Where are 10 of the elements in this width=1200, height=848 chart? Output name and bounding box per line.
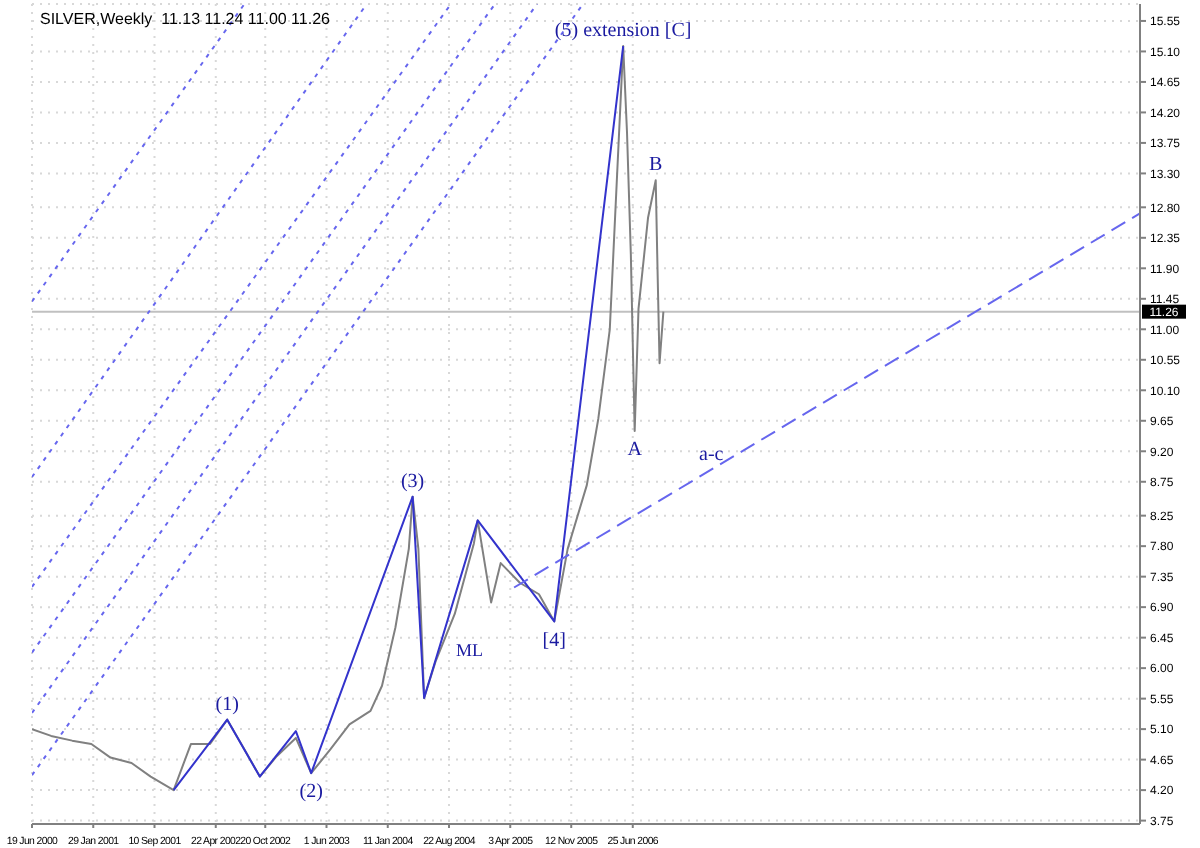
chart-title: SILVER,Weekly 11.13 11.24 11.00 11.26 — [40, 10, 330, 28]
annotation: (3) — [400, 470, 425, 493]
annotation: ML — [456, 640, 483, 660]
annotation: (5) extension [C] — [554, 20, 692, 43]
annotation: (2) — [299, 781, 323, 804]
annotation: [4] — [542, 629, 566, 652]
annotation: A — [627, 439, 644, 462]
annotation: (1) — [215, 693, 239, 716]
annotation: a-c — [699, 443, 725, 466]
annotation: B — [649, 154, 664, 177]
